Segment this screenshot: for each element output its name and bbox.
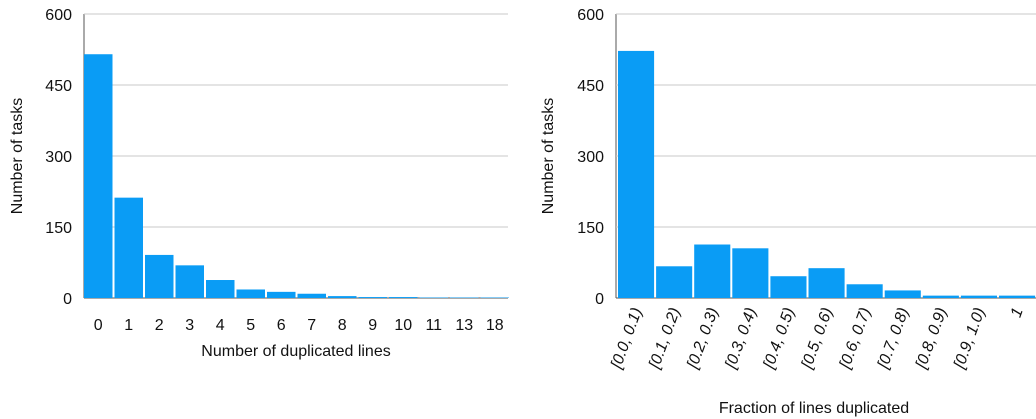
x-tick-label: 3 xyxy=(185,317,194,334)
x-tick-label: 4 xyxy=(216,317,225,334)
x-tick-label: 7 xyxy=(307,317,316,334)
x-tick-label: [0.7, 0.8) xyxy=(875,306,913,372)
y-tick-label: 150 xyxy=(577,220,604,237)
y-tick-label: 300 xyxy=(577,149,604,166)
x-tick-label: 18 xyxy=(486,317,504,334)
bar xyxy=(618,50,655,298)
y-axis-title: Number of tasks xyxy=(9,98,26,214)
x-tick-label: [0.4, 0.5) xyxy=(760,306,798,372)
x-tick-label: 11 xyxy=(425,317,442,334)
y-axis-title: Number of tasks xyxy=(540,98,557,214)
bar xyxy=(114,197,143,298)
y-tick-label: 450 xyxy=(577,78,604,95)
bar xyxy=(84,54,113,298)
x-tick-label: 10 xyxy=(394,317,412,334)
y-tick-label: 0 xyxy=(63,291,72,308)
bar xyxy=(694,244,731,298)
bar xyxy=(922,295,959,298)
x-tick-label: [0.8, 0.9) xyxy=(913,306,951,372)
x-tick-label: 9 xyxy=(368,317,377,334)
bar xyxy=(846,284,883,298)
x-axis-title: Fraction of lines duplicated xyxy=(719,400,909,417)
bar xyxy=(389,297,418,298)
x-tick-label: 6 xyxy=(277,317,286,334)
x-tick-label: [0.1, 0.2) xyxy=(646,306,684,372)
x-tick-label: 1 xyxy=(124,317,133,334)
bar xyxy=(267,291,296,298)
bar xyxy=(732,248,769,298)
x-tick-label: 0 xyxy=(94,317,103,334)
bar xyxy=(884,290,921,298)
x-tick-label: [0.0, 0.1) xyxy=(608,306,646,372)
bar xyxy=(206,280,235,298)
y-tick-label: 300 xyxy=(45,149,72,166)
bar xyxy=(656,266,693,298)
x-tick-label: 13 xyxy=(455,317,473,334)
x-tick-label: 5 xyxy=(246,317,255,334)
bar xyxy=(297,293,326,298)
bar xyxy=(328,296,357,298)
x-tick-label: 8 xyxy=(338,317,347,334)
bar xyxy=(175,265,204,298)
x-tick-label: 1 xyxy=(1008,306,1027,320)
bar xyxy=(999,295,1036,298)
bar xyxy=(236,289,265,298)
bar xyxy=(960,295,997,298)
bar xyxy=(145,254,174,298)
x-tick-label: [0.3, 0.4) xyxy=(722,306,760,372)
y-tick-label: 450 xyxy=(45,78,72,95)
x-tick-label: [0.6, 0.7) xyxy=(836,306,874,372)
bar xyxy=(770,276,807,298)
y-tick-label: 150 xyxy=(45,220,72,237)
bar xyxy=(808,268,845,298)
y-tick-label: 600 xyxy=(577,7,604,24)
x-tick-label: [0.5, 0.6) xyxy=(798,306,836,372)
y-tick-label: 600 xyxy=(45,7,72,24)
right-bar-chart: 0 150 300 450 600 [0.0, 0.1) [0.1, 0.2) [0.2, 0… xyxy=(540,7,1036,417)
x-tick-label: [0.9, 1.0) xyxy=(951,306,989,372)
x-tick-label: 2 xyxy=(155,317,164,334)
x-tick-label: [0.2, 0.3) xyxy=(684,306,722,372)
y-tick-label: 0 xyxy=(595,291,604,308)
x-axis-title: Number of duplicated lines xyxy=(201,343,390,360)
bar xyxy=(358,297,387,298)
left-bar-chart: 0 150 300 450 600 0 1 2 3 4 5 6 7 8 9 10 11 13 18 Number of… xyxy=(9,7,509,360)
